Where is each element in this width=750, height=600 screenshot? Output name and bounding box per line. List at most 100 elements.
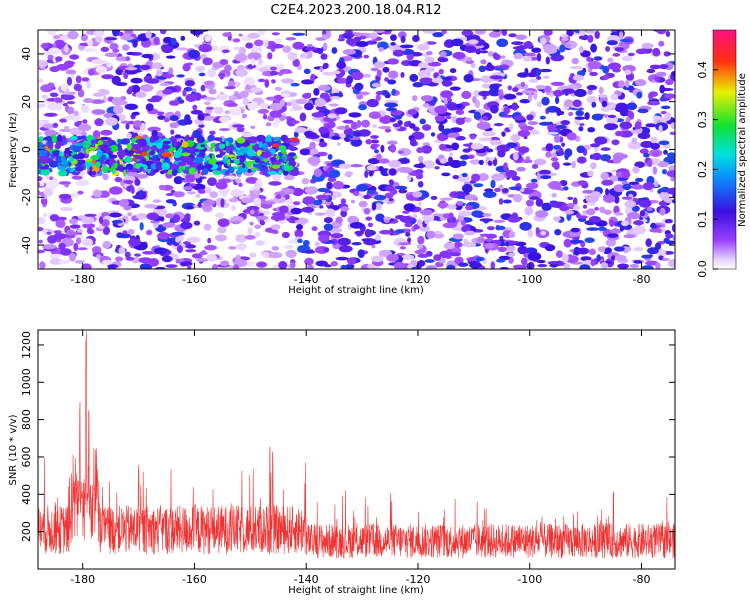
heatmap-cell	[321, 30, 327, 35]
heatmap-cell	[407, 174, 412, 182]
heatmap-cell	[366, 98, 379, 108]
heatmap-cell	[366, 40, 378, 45]
heatmap-cell	[333, 70, 341, 75]
heatmap-signal-cell	[161, 152, 171, 158]
heatmap-cell	[269, 110, 284, 118]
heatmap-cell	[503, 162, 508, 171]
heatmap-signal-cell	[283, 163, 290, 172]
heatmap-cell	[414, 169, 424, 175]
heatmap-cell	[473, 111, 482, 120]
heatmap-signal-cell	[51, 135, 57, 143]
heatmap-signal-cell	[150, 150, 155, 156]
heatmap-cell	[82, 223, 96, 229]
heatmap-cell	[555, 96, 560, 105]
heatmap-cell	[608, 102, 617, 110]
heatmap-cell	[477, 173, 489, 182]
heatmap-cell	[112, 105, 124, 115]
heatmap-cell	[538, 121, 553, 126]
heatmap-cell	[669, 131, 675, 135]
heatmap-cell	[227, 102, 238, 107]
heatmap-cell	[199, 204, 212, 210]
heatmap-cell	[370, 67, 379, 72]
heatmap-cell	[620, 108, 628, 115]
heatmap-cell	[558, 147, 564, 156]
heatmap-cell	[270, 224, 281, 231]
heatmap-cell	[232, 220, 241, 224]
heatmap-cell	[145, 103, 154, 112]
heatmap-cell	[310, 73, 316, 82]
heatmap-cell	[140, 84, 154, 92]
heatmap-cell	[576, 156, 587, 164]
heatmap-cell	[468, 39, 479, 45]
heatmap-cell	[38, 119, 45, 128]
heatmap-cell	[249, 252, 257, 258]
heatmap-cell	[627, 141, 642, 150]
heatmap-cell	[508, 186, 522, 191]
heatmap-cell	[546, 131, 559, 135]
heatmap-cell	[370, 135, 379, 139]
heatmap-signal-cell	[40, 168, 50, 176]
heatmap-cell	[501, 188, 509, 193]
heatmap-cell	[578, 35, 588, 40]
heatmap-cell	[540, 37, 547, 46]
heatmap-cell	[388, 160, 402, 168]
heatmap-cell	[438, 123, 445, 132]
heatmap-signal-cell	[233, 159, 240, 165]
heatmap-cell	[329, 103, 339, 107]
heatmap-cell	[575, 110, 584, 117]
heatmap-cell	[228, 246, 237, 250]
heatmap-cell	[264, 39, 269, 48]
heatmap-cell	[275, 194, 282, 199]
heatmap-cell	[300, 52, 309, 59]
heatmap-cell	[658, 201, 667, 206]
heatmap-cell	[175, 47, 189, 51]
heatmap-cell	[476, 236, 486, 244]
heatmap-cell	[197, 201, 202, 208]
heatmap-cell	[417, 218, 422, 227]
heatmap-cell	[118, 199, 130, 208]
heatmap-cell	[579, 264, 591, 269]
heatmap-cell	[478, 65, 486, 73]
heatmap-cell	[361, 238, 371, 242]
heatmap-cell	[625, 73, 635, 81]
heatmap-cell	[475, 148, 487, 153]
heatmap-cell	[574, 116, 586, 120]
heatmap-cell	[176, 74, 185, 78]
heatmap-cell	[354, 132, 362, 137]
heatmap-cell	[157, 232, 170, 240]
heatmap-signal-cell	[147, 169, 151, 174]
heatmap-signal-cell	[124, 156, 133, 163]
heatmap-cell	[419, 118, 426, 125]
heatmap-cell	[412, 35, 420, 42]
heatmap-cell	[58, 193, 72, 200]
heatmap-cell	[62, 116, 76, 120]
heatmap-cell	[187, 87, 192, 92]
x-tick-label: -120	[405, 573, 430, 586]
heatmap-cell	[601, 100, 608, 108]
heatmap-cell	[465, 205, 473, 211]
heatmap-cell	[363, 194, 371, 200]
heatmap-cell	[212, 45, 219, 52]
heatmap-cell	[614, 47, 624, 52]
heatmap-cell	[513, 193, 523, 203]
heatmap-cell	[639, 148, 649, 154]
heatmap-cell	[456, 200, 464, 206]
heatmap-cell	[658, 140, 670, 146]
heatmap-cell	[605, 188, 610, 196]
heatmap-cell	[257, 30, 266, 36]
heatmap-cell	[384, 128, 392, 133]
heatmap-cell	[295, 98, 308, 105]
heatmap-cell	[238, 33, 243, 37]
heatmap-cell	[496, 144, 511, 153]
y-tick-label: 1200	[20, 331, 33, 359]
heatmap-cell	[369, 32, 378, 40]
heatmap-cell	[564, 210, 575, 215]
heatmap-cell	[596, 254, 601, 262]
heatmap-cell	[271, 79, 276, 84]
heatmap-cell	[335, 216, 343, 224]
heatmap-cell	[302, 239, 310, 247]
heatmap-signal-cell	[246, 149, 256, 157]
heatmap-cell	[197, 113, 205, 121]
heatmap-cell	[382, 31, 392, 35]
heatmap-signal-cell	[59, 166, 66, 172]
